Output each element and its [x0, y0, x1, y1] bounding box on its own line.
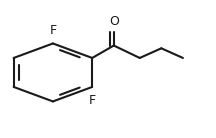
- Text: O: O: [109, 15, 119, 28]
- Text: F: F: [49, 24, 56, 37]
- Text: F: F: [89, 94, 96, 107]
